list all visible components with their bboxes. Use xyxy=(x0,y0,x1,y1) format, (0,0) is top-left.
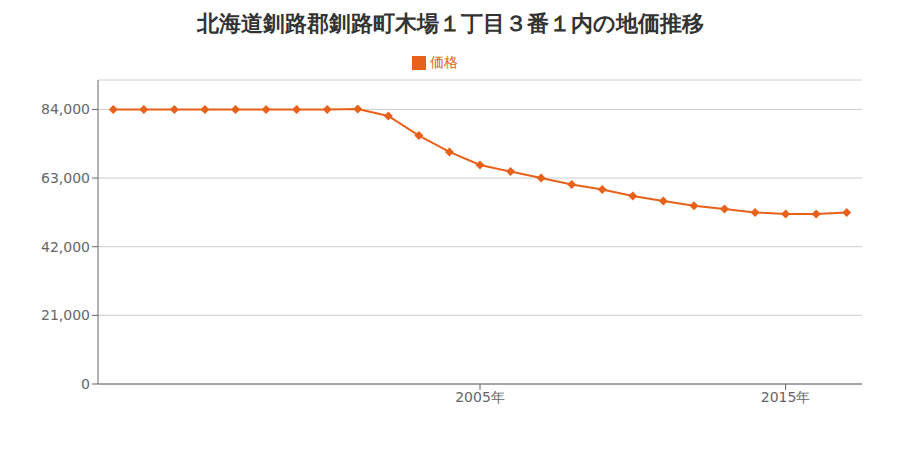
svg-text:63,000: 63,000 xyxy=(41,170,90,186)
svg-text:2015年: 2015年 xyxy=(761,389,811,405)
svg-text:42,000: 42,000 xyxy=(41,239,90,255)
svg-text:21,000: 21,000 xyxy=(41,307,90,323)
html-text:価格: 価格 xyxy=(430,54,458,70)
svg-text:84,000: 84,000 xyxy=(41,101,90,117)
svg-text:0: 0 xyxy=(81,376,90,392)
html-text:北海道釧路郡釧路町木場１丁目３番１内の地価推移: 北海道釧路郡釧路町木場１丁目３番１内の地価推移 xyxy=(196,11,704,36)
svg-text:2005年: 2005年 xyxy=(455,389,505,405)
